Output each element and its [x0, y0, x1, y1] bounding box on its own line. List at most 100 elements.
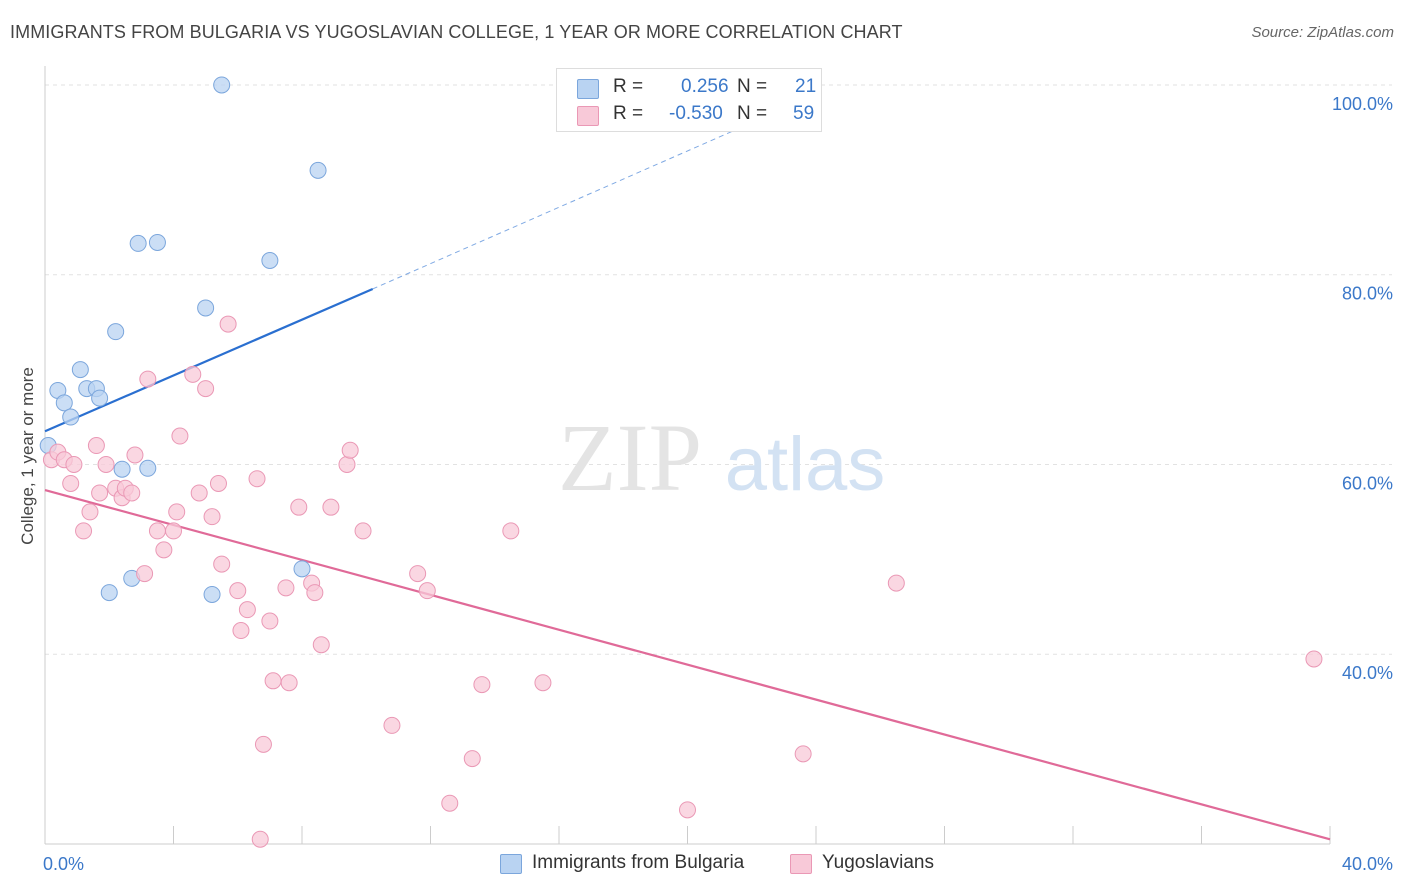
legend-swatch-blue: [577, 79, 599, 99]
data-point: [322, 498, 340, 516]
data-point: [203, 585, 221, 603]
data-point: [184, 365, 202, 383]
data-point: [209, 474, 227, 492]
data-point: [264, 672, 282, 690]
r-value: 0.256: [681, 76, 729, 97]
data-point: [190, 484, 208, 502]
data-point: [232, 622, 250, 640]
data-point: [290, 498, 308, 516]
data-point: [107, 323, 125, 341]
data-point: [91, 389, 109, 407]
data-point: [171, 427, 189, 445]
data-point: [203, 508, 221, 526]
data-point: [887, 574, 905, 592]
data-point: [62, 474, 80, 492]
r-value: -0.530: [669, 103, 723, 124]
y-tick-label: 100.0%: [1332, 94, 1393, 114]
source-label: Source: ZipAtlas.com: [1251, 24, 1394, 41]
data-point: [534, 674, 552, 692]
trend-line: [44, 489, 1331, 841]
data-point: [341, 441, 359, 459]
data-point: [55, 394, 73, 412]
grid-lines: [45, 84, 1392, 655]
data-point: [229, 582, 247, 600]
data-point: [62, 408, 80, 426]
data-point: [139, 370, 157, 388]
r-label: R =: [613, 103, 644, 124]
r-label: R =: [613, 76, 644, 97]
y-tick-label: 40.0%: [1342, 663, 1393, 683]
data-point: [312, 636, 330, 654]
n-value: 59: [793, 103, 815, 124]
trend-line-extension: [372, 108, 785, 290]
data-point: [139, 459, 157, 477]
data-point: [136, 565, 154, 583]
n-label: N =: [737, 76, 768, 97]
data-point: [1305, 650, 1323, 668]
chart-title: IMMIGRANTS FROM BULGARIA VS YUGOSLAVIAN …: [10, 22, 903, 42]
data-point: [280, 674, 298, 692]
data-point: [248, 470, 266, 488]
x-tick-label: 0.0%: [43, 854, 84, 874]
data-point: [113, 460, 131, 478]
data-point: [197, 299, 215, 317]
x-tick-label: 40.0%: [1342, 854, 1393, 874]
data-point: [148, 233, 166, 251]
data-point: [129, 234, 147, 252]
data-point: [123, 484, 141, 502]
data-point: [306, 584, 324, 602]
data-point: [213, 555, 231, 573]
series-points: [42, 315, 1323, 848]
legend-label: Immigrants from Bulgaria: [532, 852, 745, 873]
data-point: [155, 541, 173, 559]
trend-line: [44, 287, 374, 433]
n-value: 21: [795, 76, 817, 97]
data-point: [261, 252, 279, 269]
data-point: [441, 794, 459, 812]
data-point: [148, 522, 166, 540]
data-point: [126, 446, 144, 464]
data-point: [65, 455, 83, 473]
data-point: [463, 750, 481, 768]
data-point: [473, 676, 491, 694]
data-point: [100, 584, 118, 602]
tick-labels: 100.0% 80.0% 60.0% 40.0% 0.0% 40.0%: [43, 94, 1393, 874]
data-point: [293, 560, 311, 578]
data-point: [251, 830, 269, 848]
n-label: N =: [737, 103, 768, 124]
data-point: [168, 503, 186, 521]
data-point: [254, 735, 272, 753]
data-point: [277, 579, 295, 597]
data-points: [39, 76, 1323, 848]
correlation-legend: R = 0.256 N = 21 R = -0.530 N = 59: [556, 68, 822, 132]
legend-swatch-pink: [577, 106, 599, 126]
trend-lines: [44, 108, 1331, 841]
data-point: [238, 601, 256, 619]
data-point: [794, 745, 812, 763]
series-points: [39, 76, 327, 603]
legend-swatch-blue: [500, 854, 522, 874]
data-point: [309, 161, 327, 179]
data-point: [75, 522, 93, 540]
data-point: [338, 455, 356, 473]
data-point: [261, 612, 279, 630]
data-point: [213, 76, 231, 94]
watermark-zip: ZIP: [558, 404, 702, 511]
data-point: [502, 522, 520, 540]
data-point: [91, 484, 109, 502]
y-tick-label: 80.0%: [1342, 284, 1393, 304]
data-point: [71, 361, 89, 379]
legend-swatch-pink: [790, 854, 812, 874]
data-point: [165, 522, 182, 540]
watermark-atlas: atlas: [725, 422, 886, 507]
legend-label: Yugoslavians: [822, 852, 934, 873]
data-point: [219, 315, 237, 333]
data-point: [97, 455, 115, 473]
y-tick-label: 60.0%: [1342, 473, 1393, 493]
data-point: [87, 437, 105, 455]
data-point: [354, 522, 372, 540]
data-point: [679, 801, 696, 819]
data-point: [197, 380, 215, 398]
data-point: [383, 716, 401, 734]
